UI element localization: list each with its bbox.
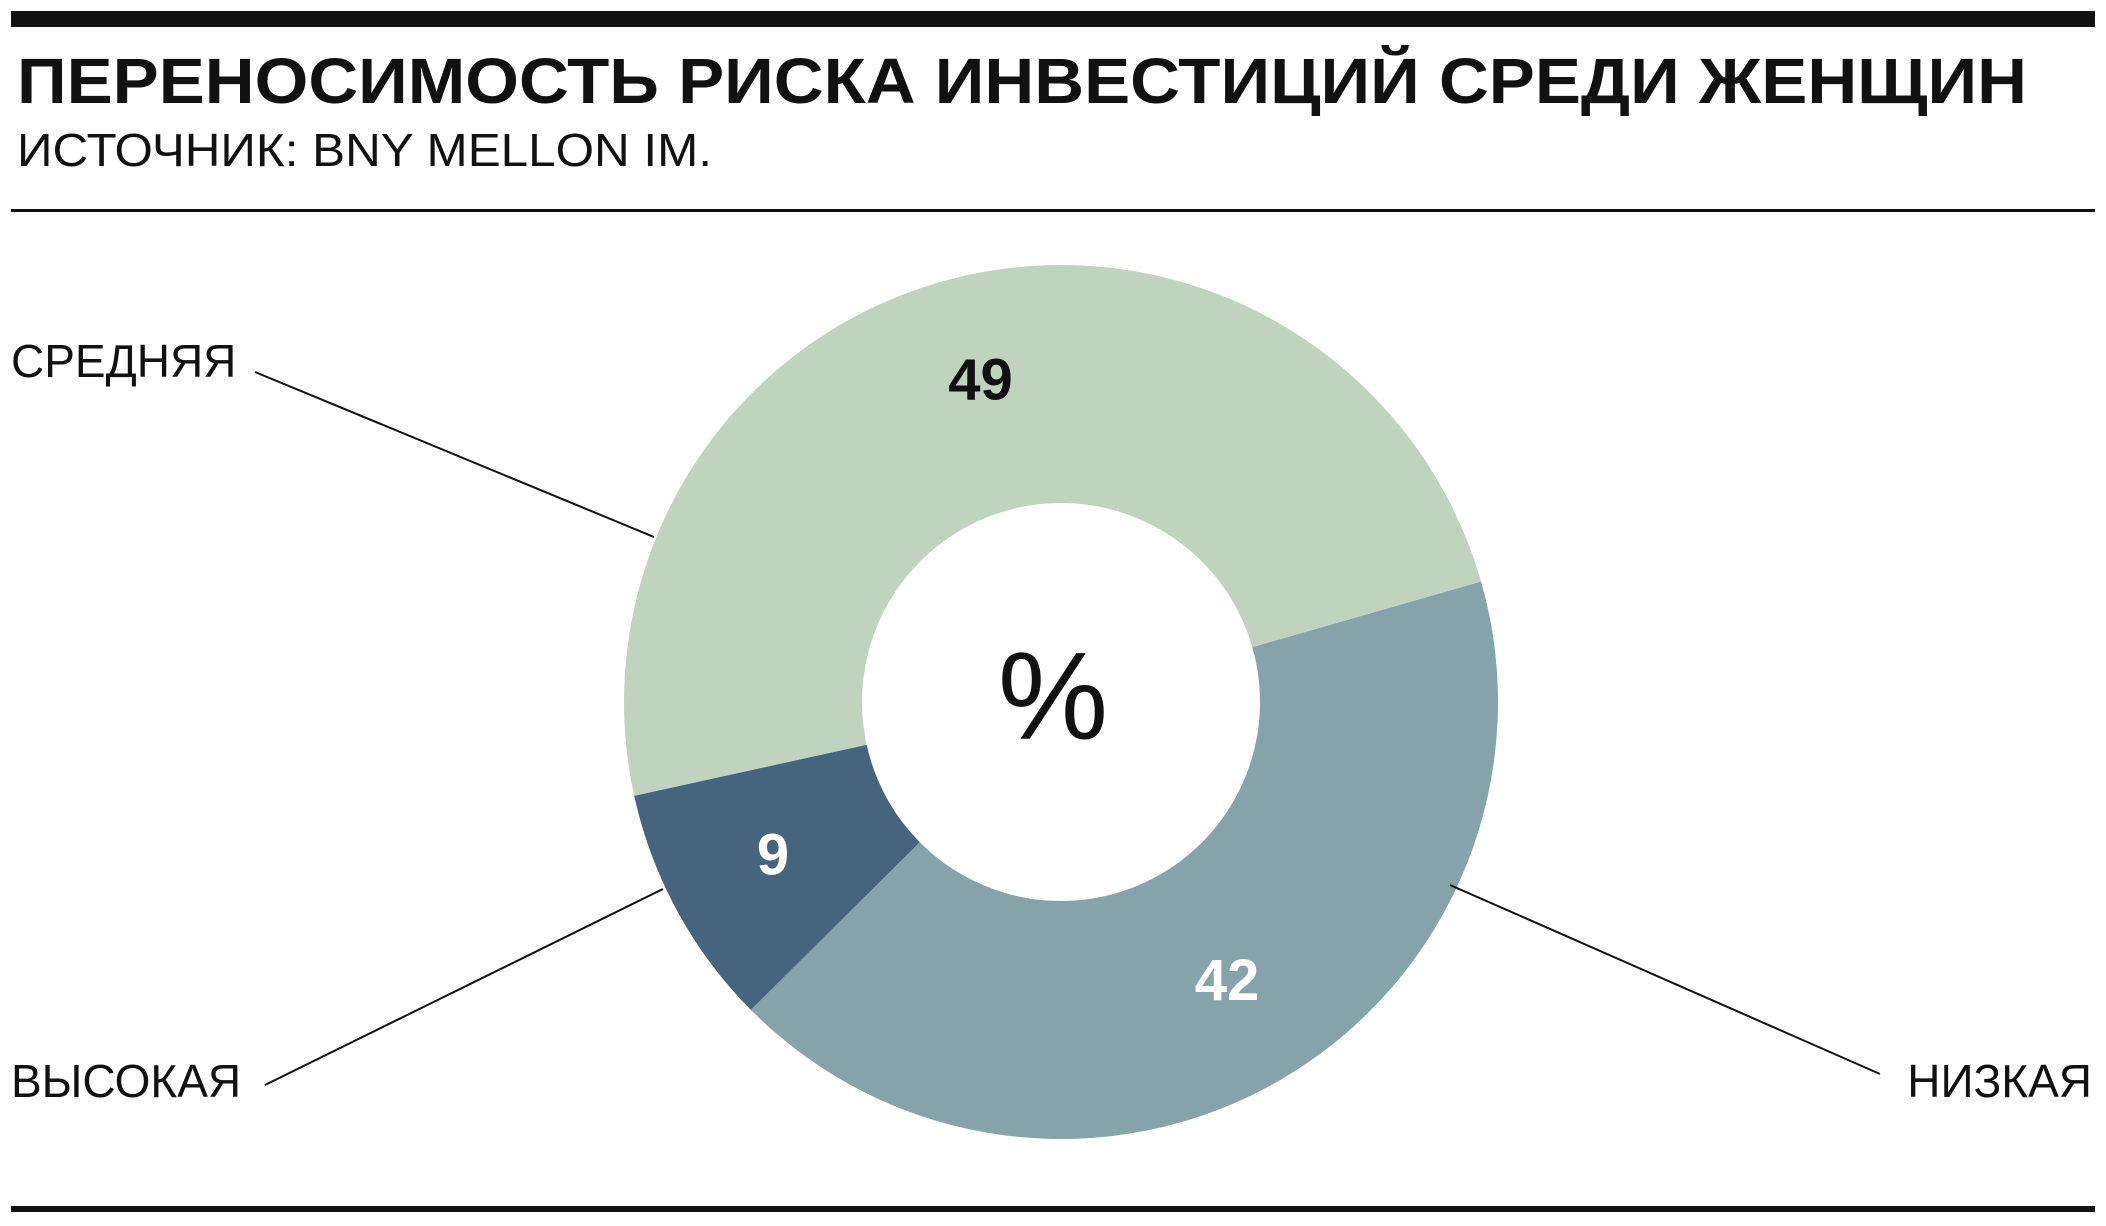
- chart-title: ПЕРЕНОСИМОСТЬ РИСКА ИНВЕСТИЦИЙ СРЕДИ ЖЕН…: [17, 44, 2027, 117]
- header-rule: [11, 209, 2095, 212]
- center-label: %: [998, 628, 1108, 766]
- value-label: 49: [948, 347, 1013, 412]
- value-label: 42: [1195, 948, 1260, 1013]
- category-label: НИЗКАЯ: [1907, 1055, 2092, 1107]
- top-rule: [11, 11, 2095, 27]
- category-label: ВЫСОКАЯ: [11, 1055, 241, 1107]
- category-label: СРЕДНЯЯ: [11, 335, 236, 387]
- value-label: 9: [757, 822, 789, 887]
- donut-segment: [624, 265, 1482, 796]
- leader-line: [254, 371, 655, 538]
- bottom-rule: [11, 1206, 2095, 1212]
- donut-segment: [750, 581, 1498, 1139]
- leader-line: [264, 888, 664, 1086]
- leader-line: [1449, 884, 1881, 1075]
- donut-segment: [634, 744, 920, 1010]
- chart-subtitle: ИСТОЧНИК: BNY MELLON IM.: [17, 124, 712, 176]
